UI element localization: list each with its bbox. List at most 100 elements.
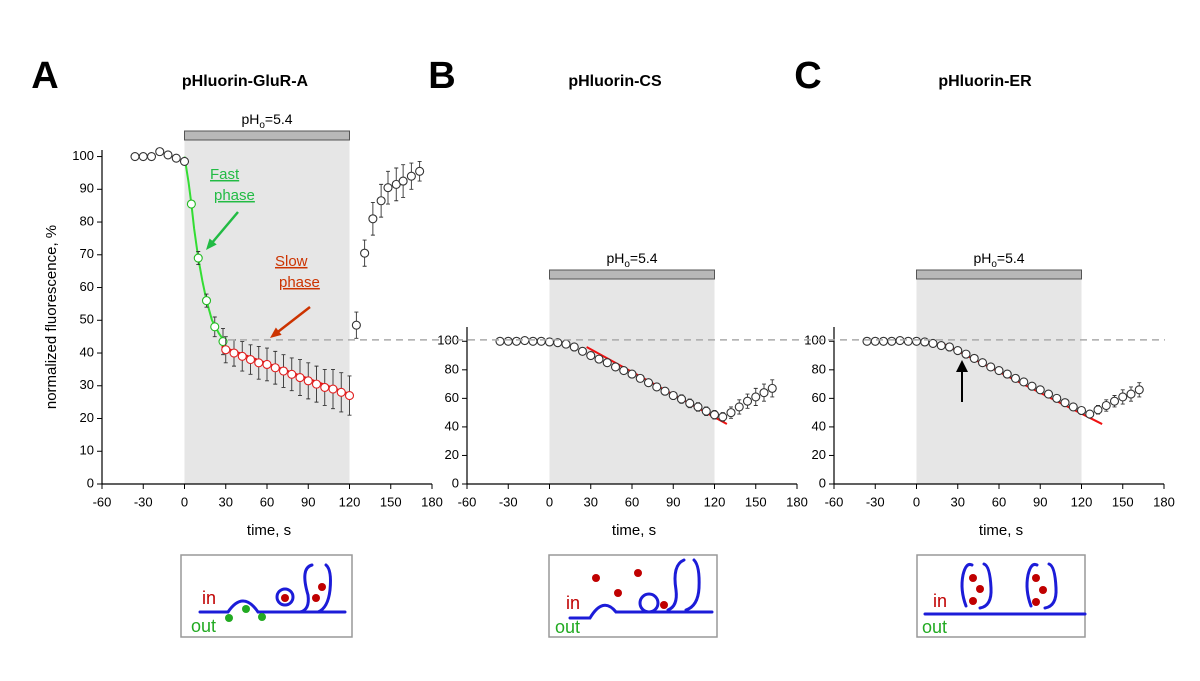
data-point: [210, 322, 220, 332]
data-point: [1118, 392, 1128, 402]
proton: [1032, 574, 1040, 582]
membrane: [568, 603, 714, 620]
y-tick-label: 60: [812, 390, 826, 405]
data-point: [1010, 373, 1021, 383]
data-point: [878, 336, 889, 346]
stimulus-bar: [184, 130, 350, 141]
data-point: [186, 199, 196, 209]
data-point: [627, 369, 637, 379]
vesicle: [638, 592, 660, 614]
stimulus-shade: [549, 279, 715, 484]
x-tick-label: -60: [458, 494, 477, 509]
data-point: [944, 342, 955, 352]
x-tick-label: -30: [866, 494, 885, 509]
membrane: [198, 599, 347, 614]
data-point: [862, 336, 872, 346]
data-point: [406, 171, 416, 181]
x-tick-label: -60: [825, 494, 844, 509]
data-point: [986, 362, 996, 372]
x-tick-label: 0: [913, 494, 920, 509]
data-point: [376, 196, 386, 206]
x-tick-label: 60: [260, 494, 274, 509]
out-label: out: [191, 616, 216, 636]
diagram-frame: [180, 554, 353, 638]
data-point: [218, 337, 228, 347]
proton: [660, 601, 668, 609]
data-point: [586, 350, 596, 361]
data-point: [303, 376, 313, 386]
x-axis-label: time, s: [979, 522, 1023, 539]
y-tick-label: 10: [80, 443, 94, 458]
data-point: [734, 402, 744, 412]
data-point: [270, 363, 280, 373]
data-point: [1093, 405, 1103, 415]
x-axis-label: time, s: [612, 522, 656, 539]
data-point: [221, 345, 231, 355]
data-point: [1043, 389, 1054, 399]
in-label: in: [202, 588, 216, 608]
y-tick-label: 60: [445, 390, 459, 405]
y-tick-label: 0: [819, 475, 826, 490]
annotation-arrow: [275, 306, 311, 335]
data-point: [383, 183, 393, 193]
proton: [634, 569, 642, 577]
data-point: [635, 373, 645, 383]
x-tick-label: 60: [992, 494, 1006, 509]
data-point: [726, 408, 736, 418]
data-point: [1068, 402, 1078, 412]
diagram-a: in out: [180, 554, 353, 638]
data-point: [928, 338, 938, 348]
data-point: [751, 392, 761, 402]
data-point: [569, 342, 579, 352]
compartment: [960, 562, 993, 610]
data-point: [561, 339, 571, 349]
data-point: [594, 354, 604, 364]
stimulus-label-part: =5.4: [630, 250, 658, 266]
data-point: [1027, 381, 1037, 391]
panel-title: pHluorin-GluR-A: [182, 73, 309, 90]
y-tick-label: 80: [80, 213, 94, 228]
proton: [258, 613, 266, 621]
data-point: [936, 341, 946, 351]
data-point: [660, 386, 670, 396]
stimulus-label: pHo=5.4: [973, 250, 1024, 270]
arrow-head: [956, 360, 968, 372]
stimulus-label-part: o: [991, 259, 997, 270]
panel-letter: C: [794, 55, 821, 97]
x-tick-label: -30: [134, 494, 153, 509]
data-point: [237, 351, 247, 361]
diagram-frame: [548, 554, 718, 638]
data-point: [693, 402, 703, 412]
y-axis-label: normalized fluorescence, %: [43, 225, 60, 409]
y-tick-label: 0: [452, 475, 459, 490]
data-point: [528, 336, 538, 346]
data-point: [870, 336, 880, 346]
proton: [312, 594, 320, 602]
x-tick-label: 90: [1033, 494, 1047, 509]
out-label: out: [555, 617, 580, 637]
data-point: [278, 366, 289, 376]
y-tick-label: 80: [812, 361, 826, 376]
stimulus-label-part: pH: [241, 111, 259, 127]
data-point: [643, 378, 654, 388]
data-point: [759, 388, 769, 398]
y-tick-label: 0: [87, 475, 94, 490]
x-tick-label: 90: [666, 494, 680, 509]
stimulus-label-part: =5.4: [265, 111, 293, 127]
x-tick-label: 60: [625, 494, 639, 509]
data-point: [701, 406, 711, 416]
data-point: [368, 214, 378, 224]
stimulus-bar: [916, 269, 1082, 280]
y-tick-label: 20: [445, 447, 459, 462]
panel-title: pHluorin-CS: [568, 73, 662, 90]
data-point: [155, 147, 165, 157]
x-tick-label: 30: [951, 494, 965, 509]
x-tick-label: 150: [380, 494, 402, 509]
proton: [592, 574, 600, 582]
data-point: [911, 336, 922, 346]
stimulus-label-part: o: [624, 259, 630, 270]
data-point: [254, 358, 264, 368]
compartment: [298, 563, 332, 614]
annotation: Slow: [275, 253, 308, 270]
